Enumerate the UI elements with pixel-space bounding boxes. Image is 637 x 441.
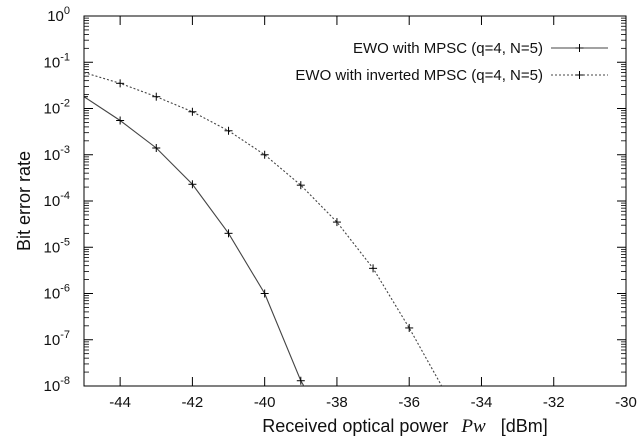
y-axis-title: Bit error rate <box>14 151 34 251</box>
legend: EWO with MPSC (q=4, N=5) EWO with inverte… <box>295 40 608 84</box>
series-line-2 <box>84 71 443 386</box>
x-tick-label: -44 <box>109 394 131 411</box>
series-2-point <box>332 218 341 227</box>
series-2-point <box>369 264 378 273</box>
series-2-point <box>152 92 161 101</box>
x-tick-label: -42 <box>182 394 204 411</box>
series-line-1 <box>84 96 305 386</box>
series-2-point <box>296 181 305 190</box>
series-2-point <box>188 107 197 116</box>
series-1-point <box>84 92 88 101</box>
x-axis-title-prefix: Received optical power <box>262 416 448 436</box>
y-tick-label: 10-8 <box>44 375 70 395</box>
y-tick-label: 100 <box>47 5 70 25</box>
x-axis-title-unit: [dBm] <box>501 416 548 436</box>
y-tick-labels: 100 10-1 10-2 10-3 10-4 10-5 10-6 10-7 10-8 <box>44 5 70 395</box>
y-tick-label: 10-2 <box>44 98 70 118</box>
y-tick-label: 10-6 <box>44 283 70 303</box>
y-tick-label: 10-5 <box>44 236 70 256</box>
legend-label-1: EWO with MPSC (q=4, N=5) <box>353 40 543 57</box>
legend-label-2: EWO with inverted MPSC (q=4, N=5) <box>295 67 543 84</box>
y-tick-label: 10-1 <box>44 51 70 71</box>
y-tick-label: 10-3 <box>44 144 70 164</box>
series-2-point <box>260 150 269 159</box>
series-1-point <box>188 180 197 189</box>
x-axis-title-symbol: Pw <box>460 416 486 437</box>
series-1-point <box>224 229 233 238</box>
x-tick-label: -32 <box>543 394 565 411</box>
x-tick-label: -34 <box>471 394 493 411</box>
y-tick-label: 10-4 <box>44 190 70 210</box>
x-tick-label: -36 <box>398 394 420 411</box>
series-2-point <box>116 79 125 88</box>
x-axis-title: Received optical power Pw [dBm] <box>262 416 547 437</box>
x-tick-label: -38 <box>326 394 348 411</box>
x-tick-label: -30 <box>615 394 637 411</box>
y-tick-label: 10-7 <box>44 329 70 349</box>
series-1-point <box>152 143 161 152</box>
series-1-point <box>116 116 125 125</box>
series-1-point <box>260 289 269 298</box>
series-layer <box>84 71 443 386</box>
series-2-point <box>224 126 233 135</box>
x-tick-labels: -44 -42 -40 -38 -36 -34 -32 -30 <box>109 394 637 411</box>
series-2-point <box>405 323 414 332</box>
x-tick-label: -40 <box>254 394 276 411</box>
series-1-point <box>296 376 305 385</box>
axis-ticks <box>84 15 627 387</box>
